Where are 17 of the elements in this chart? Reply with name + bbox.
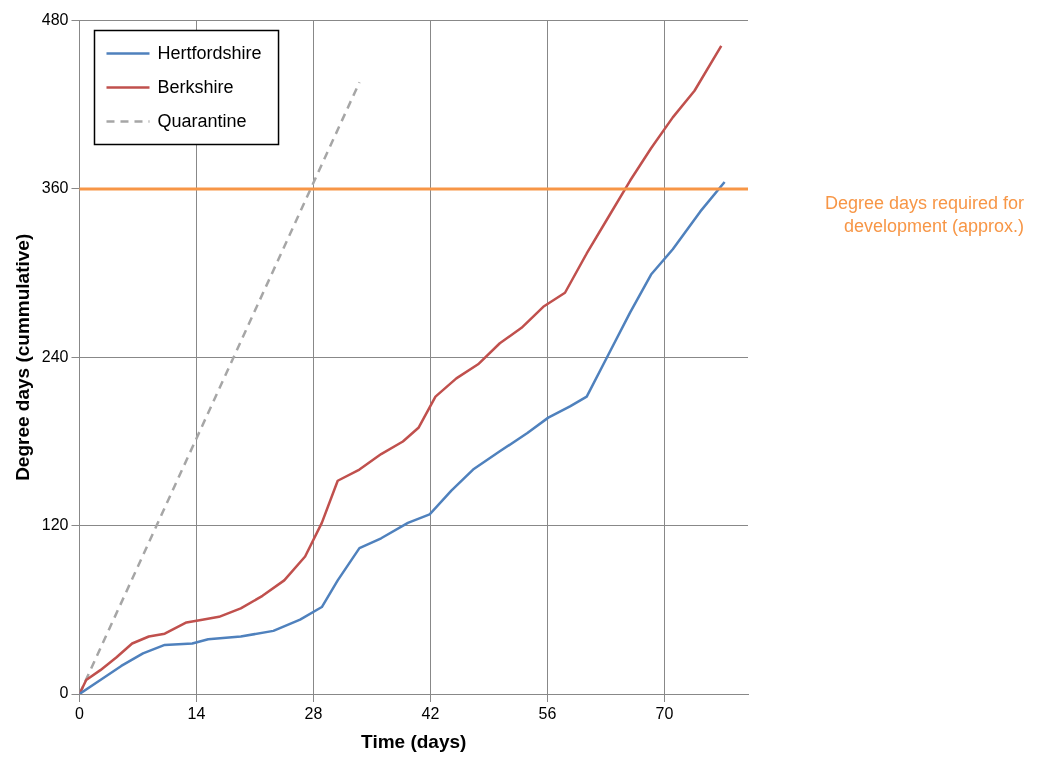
ref-line-label: Degree days required for development (approx.) (824, 192, 1024, 236)
x-tick-label: 0 (75, 705, 85, 723)
y-tick-label: 120 (41, 516, 69, 534)
y-tick-label: 360 (41, 179, 69, 197)
x-tick-label: 56 (538, 705, 557, 723)
x-axis-title: Time (days) (361, 730, 467, 752)
x-tick-label: 28 (304, 705, 323, 723)
x-tick-label: 14 (187, 705, 206, 723)
x-tick-label: 70 (655, 705, 674, 723)
legend-label: Hertfordshire (157, 42, 262, 63)
y-axis-title: Degree days (cummulative) (11, 233, 33, 481)
x-tick-label: 42 (421, 705, 440, 723)
legend-label: Berkshire (157, 76, 234, 97)
y-tick-label: 480 (41, 11, 69, 29)
y-tick-label: 240 (41, 347, 69, 365)
legend-label: Quarantine (157, 110, 247, 131)
y-tick-label: 0 (59, 684, 69, 702)
